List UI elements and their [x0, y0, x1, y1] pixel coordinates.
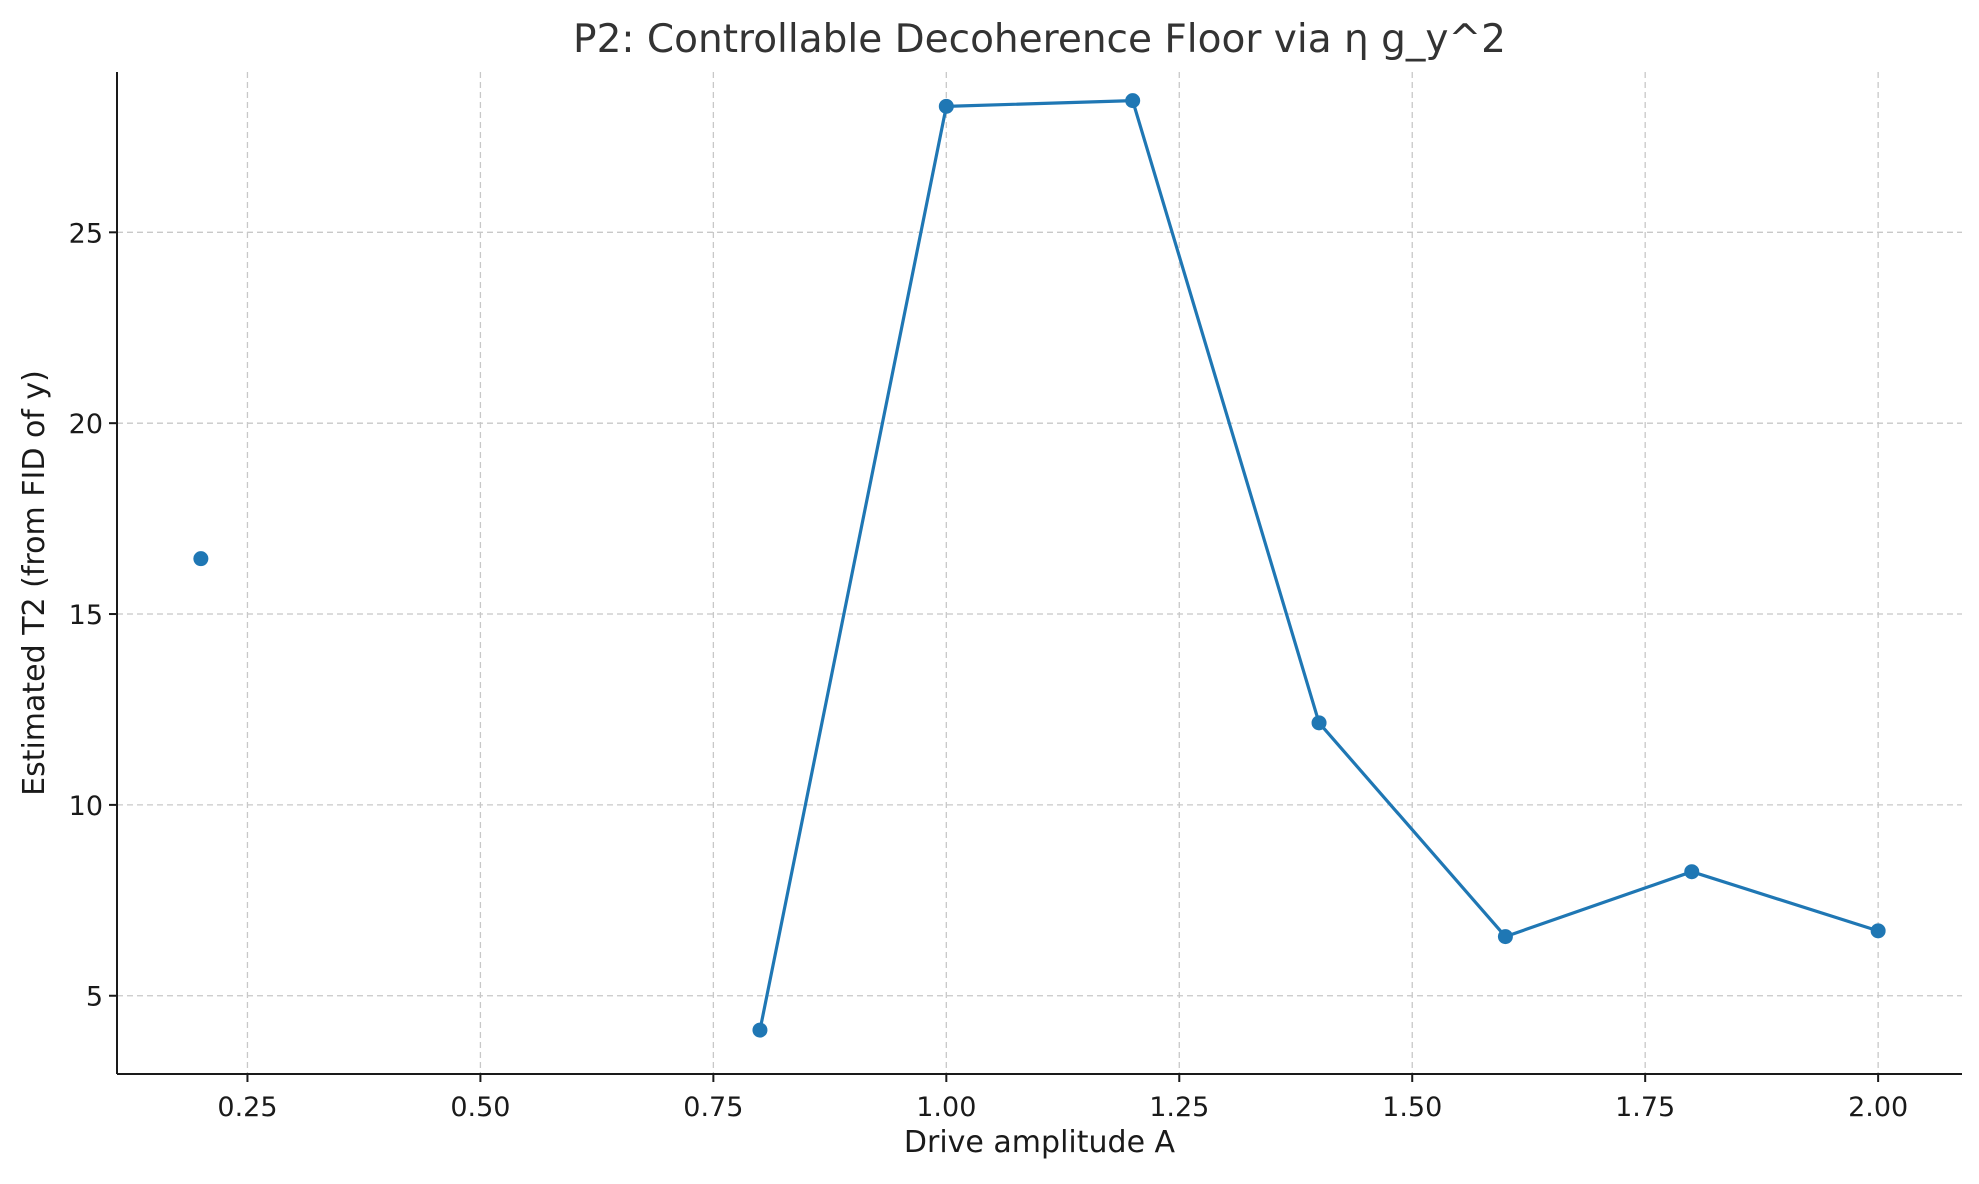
x-tick-label: 0.25	[217, 1092, 277, 1123]
series	[193, 93, 1886, 1038]
grid	[117, 72, 1962, 1074]
axes	[116, 72, 1962, 1075]
x-tick-label: 1.00	[916, 1092, 976, 1123]
chart-title: P2: Controllable Decoherence Floor via η…	[573, 17, 1506, 62]
x-tick-label: 1.25	[1149, 1092, 1209, 1123]
x-tick-label: 0.50	[450, 1092, 510, 1123]
data-point	[1497, 929, 1513, 945]
data-point	[1311, 715, 1327, 731]
series-line	[758, 99, 1880, 1032]
y-tick-label: 5	[86, 982, 103, 1013]
data-point	[1125, 93, 1141, 109]
y-tick-label: 20	[69, 409, 103, 440]
y-tick-label: 10	[69, 791, 103, 822]
data-point	[1870, 923, 1886, 939]
x-tick-label: 0.75	[683, 1092, 743, 1123]
data-point	[938, 98, 954, 114]
y-tick-label: 15	[69, 600, 103, 631]
x-axis-label: Drive amplitude A	[904, 1125, 1176, 1160]
x-tick-label: 1.50	[1382, 1092, 1442, 1123]
x-tick-label: 1.75	[1615, 1092, 1675, 1123]
x-tick-label: 2.00	[1848, 1092, 1908, 1123]
data-point	[1684, 864, 1700, 880]
data-point	[193, 551, 209, 567]
data-point	[752, 1022, 768, 1038]
y-tick-label: 25	[69, 218, 103, 249]
y-axis-label: Estimated T2 (from FID of y)	[17, 370, 52, 796]
ticks: 0.25 0.50 0.75 1.00 1.25 1.50 1.75 2.00 5 10 15 20 2…	[69, 218, 1909, 1123]
